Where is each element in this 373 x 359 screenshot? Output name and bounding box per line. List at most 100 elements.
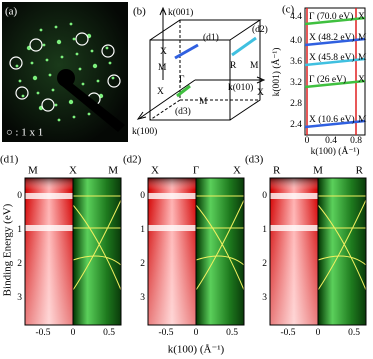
red-shade [148, 178, 196, 325]
x-tick-label: -0.5 [280, 328, 295, 338]
x-tick-label: 0.4 [325, 136, 337, 146]
leed-spot [56, 39, 62, 45]
point-label: R [230, 61, 237, 71]
y-tick-label: 2 [262, 259, 267, 269]
calc-bands [317, 195, 367, 291]
axis-label: k(100) (Å⁻¹) [168, 344, 225, 356]
panel-label: (b) [133, 6, 146, 18]
y-tick-label: 2 [140, 259, 145, 269]
cut-label: X (48.2 eV) [309, 32, 355, 43]
leed-spot [39, 28, 43, 32]
leed-spot [54, 25, 58, 29]
electron-gun [62, 80, 125, 132]
flat-band [148, 225, 196, 231]
electron-gun [57, 69, 75, 87]
axis-label: k(100) [132, 126, 157, 137]
y-tick-label: 4.4 [290, 12, 302, 22]
flat-band [25, 225, 73, 231]
kz-cut [304, 37, 366, 47]
x-tick-label: -0.5 [158, 328, 173, 338]
y-tick-label: 3 [17, 293, 22, 303]
x-tick-label: 0.8 [350, 136, 362, 146]
x-tick-label: 0 [194, 328, 199, 338]
panel-label: (d3) [245, 154, 264, 166]
leed-spot [81, 82, 85, 86]
panel-label: (c) [282, 4, 295, 16]
axis-arrow [136, 79, 196, 120]
cut-label: X (45.8 eV) [309, 52, 355, 63]
point-label: M [199, 97, 208, 107]
leed-spot [32, 75, 38, 81]
leed-spot [21, 94, 25, 98]
panel-label: (a) [5, 6, 18, 18]
y-tick-label: 0 [262, 191, 267, 201]
axis-arrow [159, 6, 167, 80]
flat-band [148, 193, 196, 199]
point-label: X [160, 47, 167, 57]
y-tick-label: 0 [140, 191, 145, 201]
cut-end: M [358, 33, 367, 43]
cut-label: Γ (70.0 eV) [309, 11, 353, 22]
y-tick-label: 3.2 [290, 78, 302, 88]
y-tick-label: 3.6 [290, 57, 302, 67]
leed-spot [15, 64, 19, 68]
point-label: Γ [179, 75, 185, 85]
cut-end: X [358, 12, 365, 22]
leed-spot [57, 118, 61, 122]
leed-spot [96, 79, 100, 83]
point-label: M [250, 61, 259, 71]
cut-d3 [231, 36, 257, 57]
x-tick-label: 0.5 [226, 328, 238, 338]
kz-cut [304, 16, 366, 26]
point-label: M [313, 165, 323, 177]
kz-cut [304, 79, 366, 89]
point-label: X [233, 165, 241, 177]
cube [149, 19, 262, 121]
point-label: R [273, 165, 281, 177]
y-tick-label: 2.4 [290, 120, 302, 130]
axis-arrow [195, 76, 266, 84]
cut-label: (d1) [203, 32, 219, 43]
point-label: X [157, 87, 164, 97]
cut-end: M [358, 115, 367, 125]
y-tick-label: 1 [262, 225, 267, 235]
point-label: X [257, 88, 264, 98]
flat-band [270, 193, 318, 199]
leed-spot [75, 52, 79, 56]
y-tick-label: 2.8 [290, 99, 302, 109]
leed-spot [90, 49, 94, 53]
legend: ○ : 1 x 1 [6, 127, 43, 139]
red-shade [270, 178, 318, 325]
x-tick-label: 0 [316, 328, 321, 338]
green-intensity [318, 178, 366, 325]
point-label: M [28, 165, 38, 177]
unit-circle [75, 32, 89, 46]
unit-circle [107, 74, 121, 88]
red-shade [25, 178, 73, 325]
y-tick-label: 1 [17, 225, 22, 235]
y-tick-label: 3 [140, 293, 145, 303]
unit-circle [41, 98, 55, 112]
x-tick-label: 0.5 [103, 328, 115, 338]
leed-spot [36, 91, 40, 95]
panel-label: (d1) [0, 154, 19, 166]
point-label: R [356, 165, 364, 177]
leed-spot [48, 73, 52, 77]
leed-spot [87, 112, 91, 116]
leed-spot [105, 46, 109, 50]
leed-spot [72, 37, 76, 41]
green-intensity [196, 178, 244, 325]
y-tick-label: 3 [262, 293, 267, 303]
unit-circle [15, 86, 29, 100]
point-label: Γ [193, 165, 199, 177]
cut-label: (d2) [252, 24, 268, 35]
x-tick-label: 0 [305, 136, 310, 146]
point-label: X [69, 165, 77, 177]
leed-spot [45, 58, 49, 62]
leed-spot [30, 61, 34, 65]
leed-spot [72, 115, 76, 119]
calc-bands [195, 195, 245, 291]
y-tick-label: 4.0 [290, 36, 302, 46]
red-bounds [306, 8, 357, 135]
